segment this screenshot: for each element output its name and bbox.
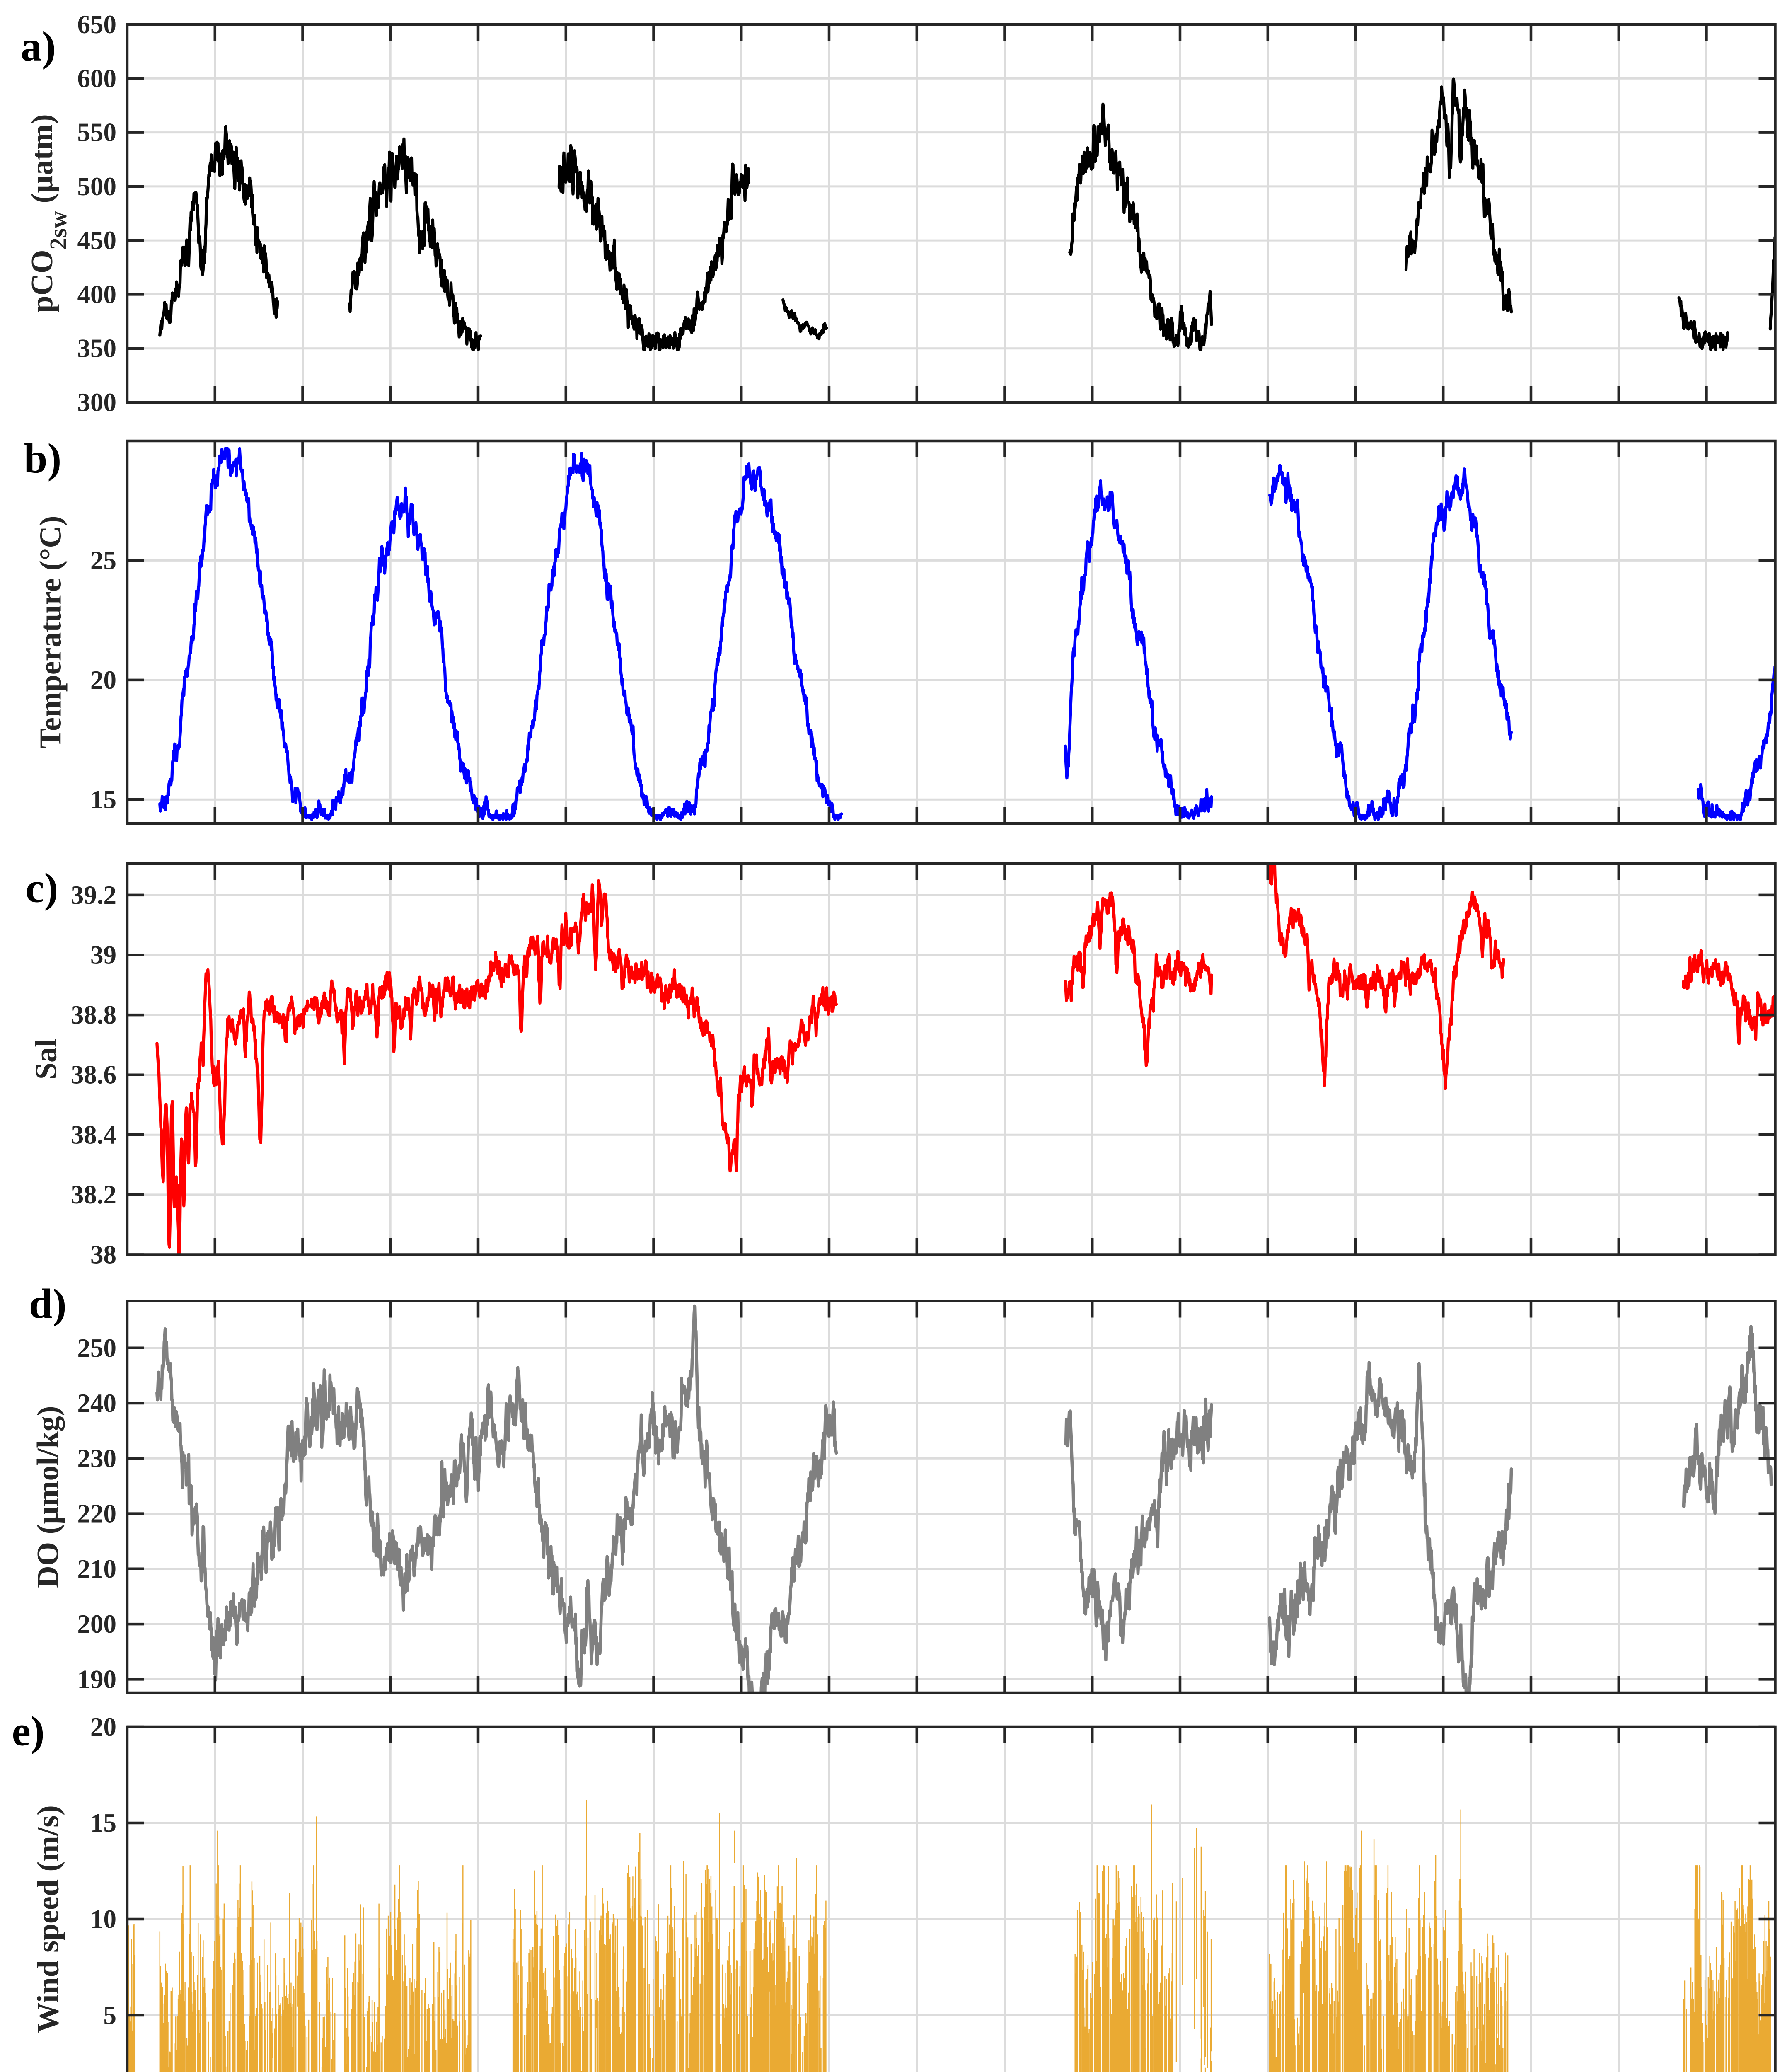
svg-text:190: 190	[77, 1665, 117, 1694]
svg-text:210: 210	[77, 1554, 117, 1583]
svg-text:a): a)	[21, 23, 56, 70]
svg-text:650: 650	[77, 10, 117, 39]
svg-text:DO (µmol/kg): DO (µmol/kg)	[31, 1406, 65, 1588]
svg-text:240: 240	[77, 1389, 117, 1418]
svg-text:b): b)	[24, 435, 62, 482]
svg-text:400: 400	[77, 280, 117, 309]
svg-text:38: 38	[90, 1240, 116, 1269]
svg-text:20: 20	[90, 666, 116, 695]
svg-text:5: 5	[104, 2001, 117, 2030]
svg-text:450: 450	[77, 226, 117, 255]
svg-text:15: 15	[90, 785, 116, 814]
svg-text:350: 350	[77, 334, 117, 363]
svg-text:220: 220	[77, 1499, 117, 1528]
svg-text:38.4: 38.4	[71, 1120, 116, 1149]
svg-text:230: 230	[77, 1444, 117, 1473]
svg-text:Wind speed (m/s): Wind speed (m/s)	[31, 1805, 65, 2033]
svg-text:39.2: 39.2	[71, 881, 116, 910]
svg-text:300: 300	[77, 388, 117, 417]
svg-text:d): d)	[29, 1280, 67, 1327]
svg-text:550: 550	[77, 118, 117, 147]
svg-text:200: 200	[77, 1610, 117, 1639]
svg-text:Sal: Sal	[29, 1038, 63, 1080]
svg-text:20: 20	[90, 1712, 116, 1741]
svg-text:25: 25	[90, 546, 116, 575]
svg-text:600: 600	[77, 64, 117, 93]
svg-text:Temperature (°C): Temperature (°C)	[34, 516, 68, 749]
svg-text:38.2: 38.2	[71, 1180, 116, 1209]
svg-text:c): c)	[25, 864, 58, 911]
svg-text:39: 39	[90, 941, 116, 970]
svg-text:38.8: 38.8	[71, 1000, 116, 1029]
svg-text:10: 10	[90, 1905, 116, 1934]
svg-text:250: 250	[77, 1334, 117, 1363]
svg-text:500: 500	[77, 172, 117, 201]
svg-text:38.6: 38.6	[71, 1060, 116, 1089]
svg-text:15: 15	[90, 1808, 116, 1837]
svg-text:e): e)	[12, 1708, 45, 1755]
